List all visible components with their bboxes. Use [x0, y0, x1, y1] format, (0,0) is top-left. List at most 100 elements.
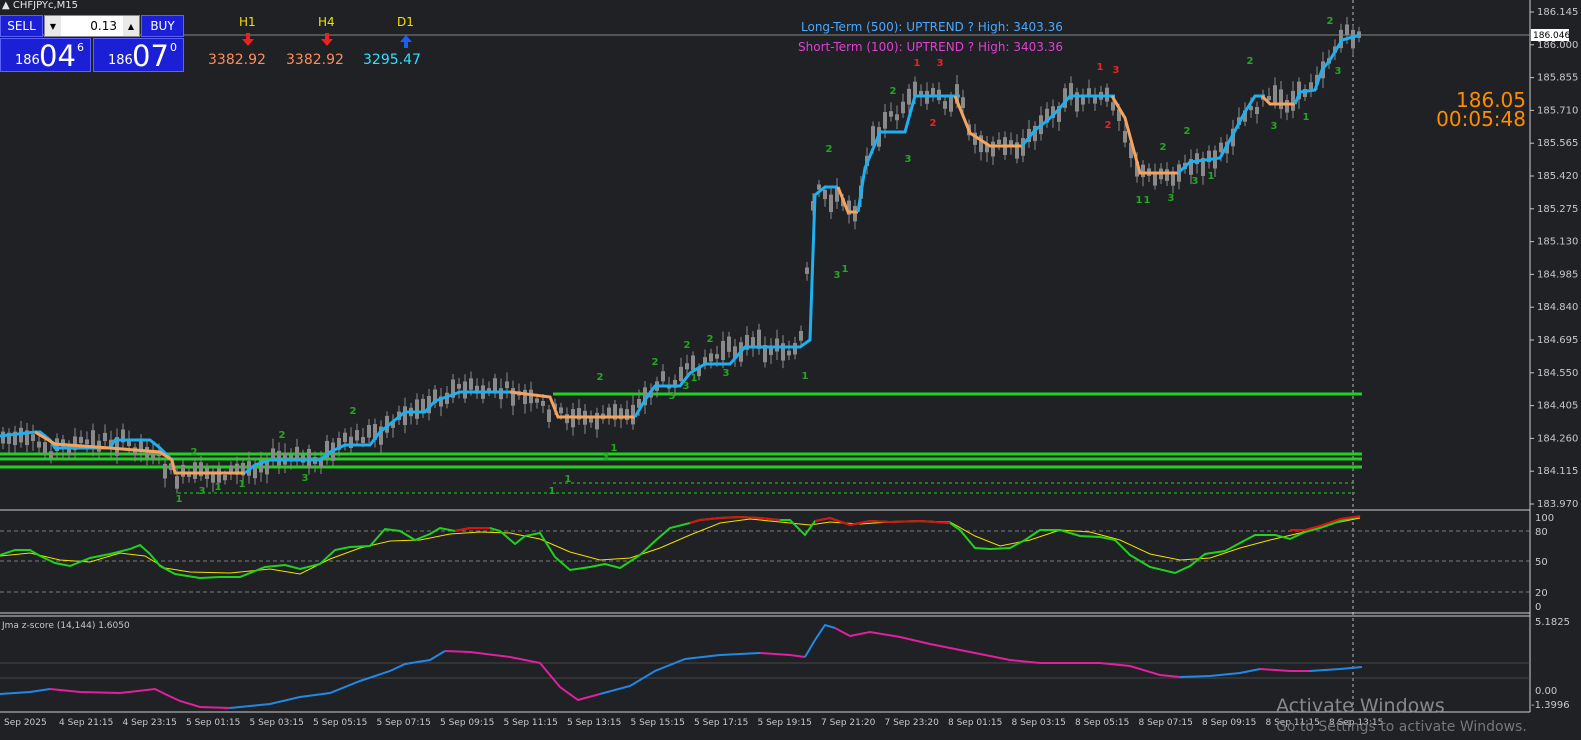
- trend-line-orange: [953, 95, 1022, 148]
- lot-increase-button[interactable]: ▲: [123, 16, 139, 36]
- signal-marker: 3: [905, 154, 912, 165]
- candle-body: [661, 371, 665, 382]
- candle-body: [1081, 95, 1085, 105]
- signal-marker: 2: [707, 334, 714, 345]
- candle-body: [619, 408, 623, 420]
- candle-body: [505, 381, 509, 389]
- time-axis: Sep 2025 4 Sep 21:15 4 Sep 23:15 5 Sep 01:1…: [4, 718, 1383, 728]
- signal-marker: 1: [802, 371, 809, 382]
- candle-body: [1057, 106, 1061, 122]
- candle-body: [463, 381, 467, 399]
- candle-body: [943, 101, 947, 109]
- candle-body: [31, 434, 35, 442]
- one-click-trading-panel: SELL ▼ 0.13 ▲ BUY 186 04 6 186 07 0: [0, 15, 186, 73]
- sell-button[interactable]: SELL: [0, 15, 43, 37]
- candle-body: [457, 383, 461, 389]
- symbol-label: ▲ CHFJPYc,M15: [2, 0, 79, 11]
- candle-body: [1015, 142, 1019, 159]
- candle-body: [451, 379, 455, 398]
- candle-body: [991, 141, 995, 157]
- time-axis-label: 7 Sep 21:20: [821, 718, 876, 728]
- candle-body: [1, 431, 5, 444]
- candle-body: [643, 387, 647, 406]
- candle-body: [889, 111, 893, 117]
- candle-body: [211, 471, 215, 483]
- candle-body: [235, 463, 239, 475]
- stoch-overbought-segment: [1290, 515, 1361, 531]
- candle-body: [1111, 102, 1115, 111]
- candle-body: [253, 466, 257, 479]
- candle-body: [349, 436, 353, 448]
- candle-body: [1075, 92, 1079, 112]
- candle-body: [1135, 161, 1139, 177]
- current-price-display: 186.05: [1456, 88, 1526, 112]
- candle-body: [541, 400, 545, 406]
- sell-price-box[interactable]: 186 04 6: [0, 38, 91, 73]
- candle-body: [1117, 109, 1121, 121]
- signal-marker: 1: [1208, 171, 1215, 182]
- candle-body: [175, 476, 179, 489]
- candle-body: [1285, 99, 1289, 113]
- trend-line-orange: [1260, 94, 1295, 106]
- candle-body: [475, 385, 479, 394]
- signal-marker: 3: [834, 270, 841, 281]
- candle-body: [709, 353, 713, 362]
- candle-body: [805, 267, 809, 274]
- time-axis-label: 5 Sep 11:15: [504, 718, 558, 728]
- zscore-line-magenta: [834, 627, 1181, 678]
- candle-body: [139, 438, 143, 453]
- current-price-tag: [1531, 29, 1569, 41]
- candle-body: [853, 206, 857, 222]
- signal-marker: 2: [930, 118, 937, 129]
- time-axis-label: 4 Sep 23:15: [123, 718, 177, 728]
- candle-body: [241, 462, 245, 476]
- price-axis-label: 186.000: [1537, 40, 1578, 51]
- price-axis-label: 185.855: [1537, 73, 1578, 84]
- signal-marker: 1: [239, 479, 246, 490]
- candle-body: [997, 139, 1001, 145]
- signal-marker: 2: [1327, 16, 1334, 27]
- candle-body: [907, 88, 911, 105]
- arrow-down-icon: [242, 33, 254, 46]
- candle-body: [799, 330, 803, 341]
- lot-size-input[interactable]: ▼ 0.13 ▲: [44, 15, 140, 37]
- signal-marker: 1: [549, 486, 556, 497]
- candle-body: [1195, 153, 1199, 165]
- price-axis-label: 186.145: [1537, 7, 1578, 18]
- candle-body: [529, 389, 533, 404]
- candle-body: [565, 414, 569, 424]
- signal-marker: 1: [1303, 112, 1310, 123]
- trend-line-orange: [1110, 95, 1178, 175]
- candle-body: [199, 462, 203, 477]
- candle-body: [679, 366, 683, 381]
- candle-body: [49, 451, 53, 459]
- time-axis-label: 5 Sep 15:15: [631, 718, 685, 728]
- time-axis-label: 5 Sep 13:15: [567, 718, 621, 728]
- candle-body: [637, 398, 641, 408]
- signal-marker: 1: [691, 373, 698, 384]
- candle-body: [871, 126, 875, 146]
- stoch-main-line: [0, 515, 1361, 580]
- candle-body: [445, 392, 449, 404]
- candle-body: [439, 396, 443, 407]
- signal-marker: 2: [826, 144, 833, 155]
- candle-body: [433, 389, 437, 404]
- candle-body: [493, 378, 497, 393]
- buy-price-box[interactable]: 186 07 0: [93, 38, 184, 73]
- candle-body: [1291, 90, 1295, 111]
- candle-body: [613, 404, 617, 420]
- lot-decrease-button[interactable]: ▼: [45, 16, 61, 36]
- candle-body: [403, 406, 407, 426]
- candle-body: [1123, 130, 1127, 143]
- candle-body: [577, 408, 581, 420]
- candle-body: [337, 437, 341, 450]
- candle-body: [1051, 106, 1055, 119]
- candle-body: [955, 84, 959, 104]
- activate-windows-title: Activate Windows: [1276, 695, 1445, 717]
- candle-body: [355, 430, 359, 441]
- candle-body: [763, 344, 767, 363]
- candle-body: [901, 101, 905, 114]
- buy-button[interactable]: BUY: [141, 15, 184, 37]
- candle-body: [985, 143, 989, 153]
